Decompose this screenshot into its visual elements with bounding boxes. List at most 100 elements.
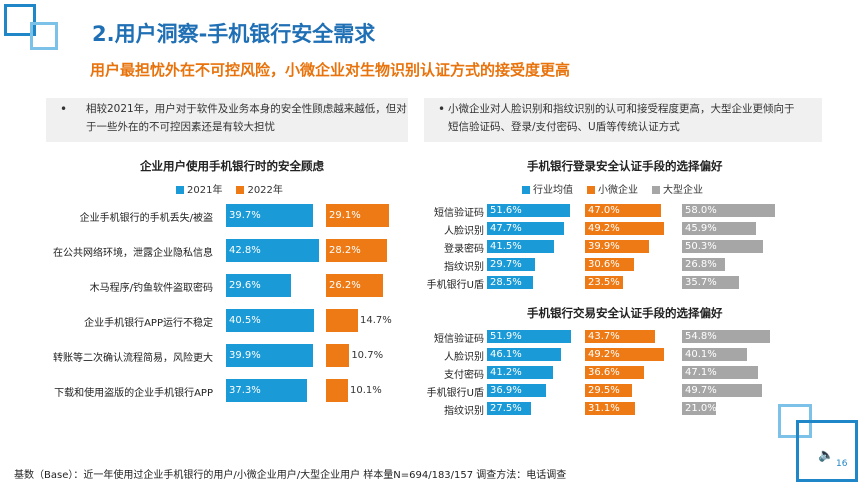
- legend-label: 小微企业: [598, 185, 638, 196]
- category-label: 下载和使用盗版的企业手机银行APP: [54, 388, 213, 399]
- data-label: 30.6%: [588, 259, 620, 270]
- bar: [487, 330, 571, 343]
- data-label: 27.5%: [490, 403, 522, 414]
- bar: [682, 222, 756, 235]
- bar: [326, 379, 349, 402]
- bar: [487, 204, 571, 217]
- page-title: 2.用户洞察-手机银行安全需求: [92, 22, 376, 46]
- legend-item: 行业均值: [522, 181, 573, 196]
- bar: [682, 258, 726, 271]
- bar: [326, 309, 359, 332]
- bar: [326, 344, 350, 367]
- data-label: 26.2%: [329, 280, 361, 291]
- note-line: 小微企业对人脸识别和指纹识别的认可和接受程度更高，大型企业更倾向于: [448, 103, 795, 115]
- category-label: 转账等二次确认流程简易，风险更大: [53, 353, 213, 364]
- chart-legend: 2021年 2022年: [176, 181, 297, 196]
- bar: [585, 276, 623, 289]
- decor-square-top-left-1: [4, 4, 36, 36]
- bar: [682, 276, 740, 289]
- data-label: 26.8%: [685, 259, 717, 270]
- data-label: 31.1%: [588, 403, 620, 414]
- bar: [682, 384, 763, 397]
- category-label: 支付密码: [444, 370, 484, 381]
- bar: [585, 384, 633, 397]
- data-label: 49.7%: [685, 385, 717, 396]
- data-label: 28.2%: [329, 245, 361, 256]
- data-label: 46.1%: [490, 349, 522, 360]
- data-label: 10.1%: [350, 385, 382, 396]
- note-line: 于一些外在的不可控因素还是有较大担忧: [86, 121, 275, 133]
- bar: [585, 348, 665, 361]
- chart-title: 手机银行交易安全认证手段的选择偏好: [527, 306, 723, 320]
- bar: [226, 379, 308, 402]
- data-label: 36.6%: [588, 367, 620, 378]
- category-label: 企业手机银行的手机丢失/被盗: [79, 213, 213, 224]
- footer-base-note: 基数（Base）：近一年使用过企业手机银行的用户/小微企业用户/大型企业用户 样…: [14, 470, 567, 481]
- legend-swatch: [522, 186, 530, 194]
- bar: [585, 222, 665, 235]
- data-label: 14.7%: [360, 315, 392, 326]
- data-label: 58.0%: [685, 205, 717, 216]
- bar: [585, 204, 661, 217]
- note-line: 相较2021年，用户对于软件及业务本身的安全性顾虑越来越低，但对: [86, 103, 407, 115]
- category-label: 短信验证码: [434, 334, 484, 345]
- bar: [487, 366, 554, 379]
- data-label: 40.5%: [229, 315, 261, 326]
- data-label: 29.1%: [329, 210, 361, 221]
- chart-title: 企业用户使用手机银行时的安全顾虑: [140, 159, 324, 173]
- data-label: 29.5%: [588, 385, 620, 396]
- data-label: 41.2%: [490, 367, 522, 378]
- data-label: 45.9%: [685, 223, 717, 234]
- data-label: 10.7%: [351, 350, 384, 361]
- chart-title: 手机银行登录安全认证手段的选择偏好: [527, 159, 723, 173]
- bar: [487, 258, 535, 271]
- bar: [682, 366, 758, 379]
- bar: [585, 258, 635, 271]
- decor-square-top-left-2: [30, 22, 58, 50]
- data-label: 47.1%: [685, 367, 717, 378]
- bar: [226, 344, 313, 367]
- category-label: 手机银行U盾: [426, 280, 484, 291]
- legend-label: 大型企业: [663, 185, 703, 196]
- data-label: 21.0%: [685, 403, 717, 414]
- bar: [682, 240, 763, 253]
- data-label: 51.9%: [490, 331, 522, 342]
- data-label: 28.5%: [490, 277, 522, 288]
- note-box-left: • 相较2021年，用户对于软件及业务本身的安全性顾虑越来越低，但对 于一些外在…: [46, 98, 408, 142]
- category-label: 企业手机银行APP运行不稳定: [84, 318, 213, 329]
- legend-swatch: [587, 186, 595, 194]
- bar: [326, 239, 388, 262]
- category-label: 在公共网络环境，泄露企业隐私信息: [53, 248, 213, 259]
- legend-label: 2022年: [247, 185, 283, 196]
- chart-legend: 行业均值 小微企业 大型企业: [522, 181, 717, 196]
- bar: [487, 384, 547, 397]
- bar: [226, 274, 291, 297]
- bar: [326, 204, 390, 227]
- bar: [585, 330, 656, 343]
- speaker-icon[interactable]: 🔈: [818, 448, 835, 463]
- data-label: 40.1%: [685, 349, 717, 360]
- legend-label: 行业均值: [533, 185, 573, 196]
- data-label: 39.7%: [229, 210, 261, 221]
- bar: [487, 276, 533, 289]
- bar: [226, 309, 315, 332]
- data-label: 42.8%: [229, 245, 261, 256]
- legend-swatch: [176, 186, 184, 194]
- bar: [487, 348, 562, 361]
- legend-item: 大型企业: [652, 181, 703, 196]
- bar: [682, 348, 747, 361]
- data-label: 36.9%: [490, 385, 522, 396]
- note-box-right: • 小微企业对人脸识别和指纹识别的认可和接受程度更高，大型企业更倾向于 短信验证…: [424, 98, 822, 142]
- bar: [487, 240, 554, 253]
- data-label: 39.9%: [229, 350, 261, 361]
- data-label: 51.6%: [490, 205, 522, 216]
- data-label: 23.5%: [588, 277, 620, 288]
- legend-swatch: [236, 186, 245, 194]
- legend-item: 小微企业: [587, 181, 638, 196]
- data-label: 43.7%: [588, 331, 620, 342]
- data-label: 37.3%: [229, 385, 261, 396]
- legend-label: 2021年: [187, 185, 223, 196]
- data-label: 50.3%: [685, 241, 717, 252]
- bar: [682, 204, 776, 217]
- bar: [682, 402, 716, 415]
